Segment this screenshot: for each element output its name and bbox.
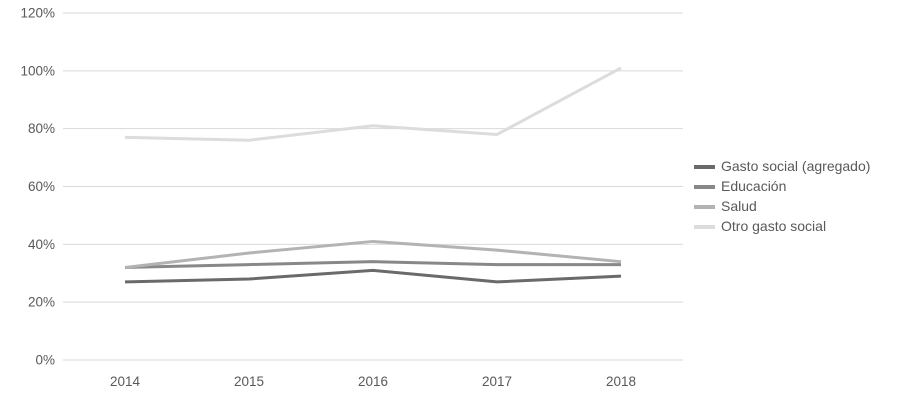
x-axis-tick-label: 2016 [358,374,388,389]
x-axis-tick-label: 2018 [606,374,636,389]
series-line [124,66,622,142]
x-axis-tick-label: 2015 [234,374,264,389]
legend-marker-line-icon [694,204,715,209]
x-axis-tick-label: 2014 [110,374,141,389]
legend-item-otro-gasto-social: Otro gasto social [694,219,870,234]
legend-label: Educación [721,178,787,194]
y-axis-tick-label: 40% [28,237,55,252]
legend-item-educacion: Educación [694,179,870,194]
series-line [124,239,622,269]
legend: Gasto social (agregado) Educación Salud … [694,159,870,234]
legend-marker-line-icon [694,164,715,169]
y-axis-tick-label: 0% [35,353,55,368]
x-axis-tick-label: 2017 [482,374,512,389]
y-axis-tick-label: 100% [20,63,55,78]
legend-label: Salud [721,198,757,214]
y-axis-tick-label: 120% [20,6,55,21]
legend-item-salud: Salud [694,199,870,214]
series-line [124,268,622,284]
series-line [124,260,621,269]
y-axis-tick-label: 20% [28,295,55,310]
y-axis-tick-label: 80% [28,121,55,136]
legend-label: Gasto social (agregado) [721,158,871,174]
legend-item-gasto-social: Gasto social (agregado) [694,159,870,174]
legend-marker-line-icon [694,224,715,229]
legend-marker-line-icon [694,184,715,189]
y-axis-tick-label: 60% [28,179,55,194]
legend-label: Otro gasto social [721,218,827,234]
